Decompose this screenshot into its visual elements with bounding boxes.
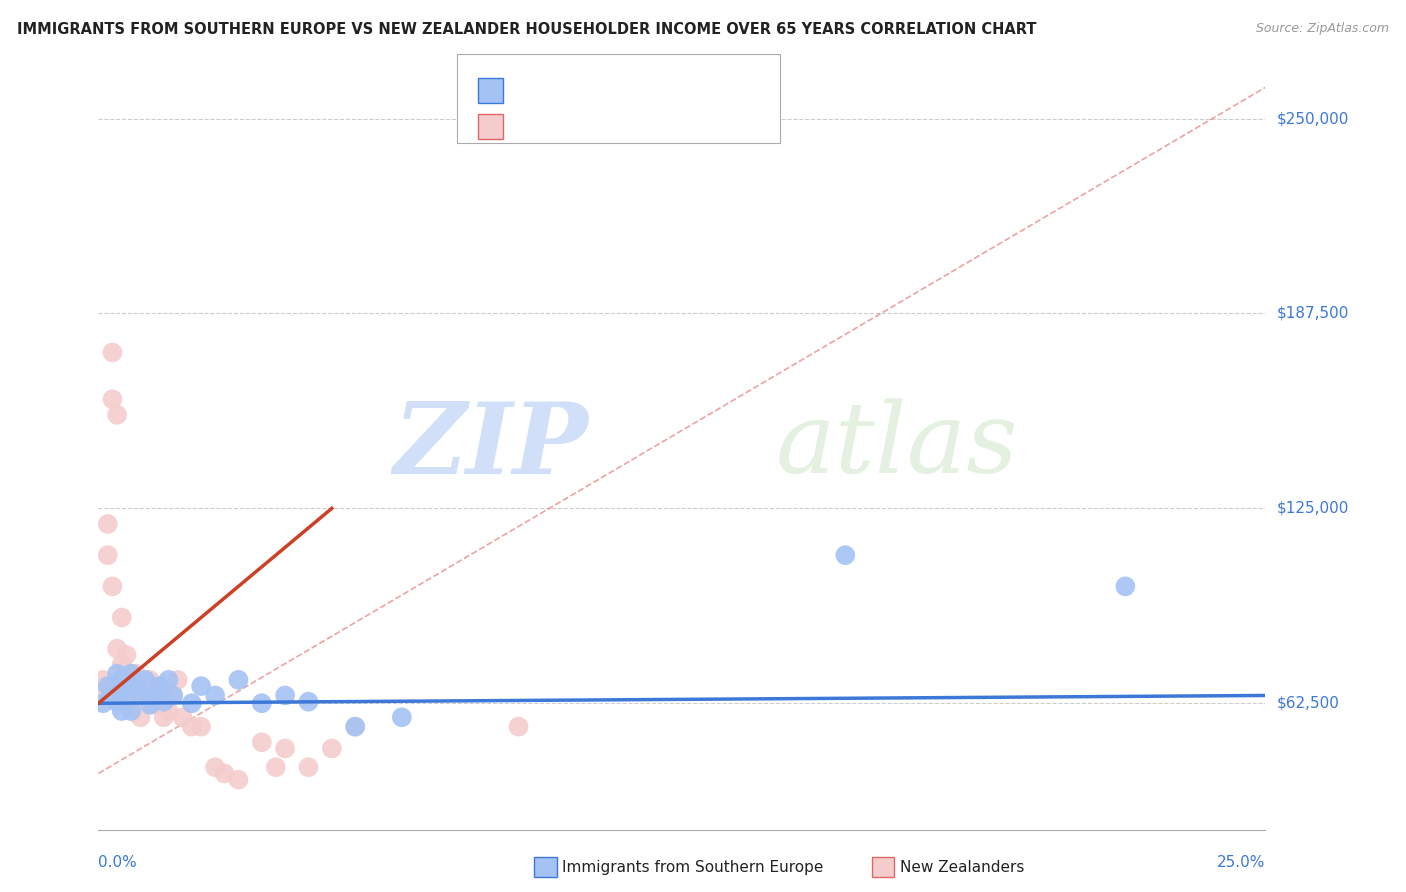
Text: R = 0.279   N= 40: R = 0.279 N= 40 <box>512 117 676 136</box>
Point <box>264 760 287 774</box>
Point <box>204 760 226 774</box>
Point <box>143 698 166 712</box>
Point <box>190 720 212 734</box>
Point <box>129 710 152 724</box>
Text: Source: ZipAtlas.com: Source: ZipAtlas.com <box>1256 22 1389 36</box>
Text: IMMIGRANTS FROM SOUTHERN EUROPE VS NEW ZEALANDER HOUSEHOLDER INCOME OVER 65 YEAR: IMMIGRANTS FROM SOUTHERN EUROPE VS NEW Z… <box>17 22 1036 37</box>
Point <box>91 696 114 710</box>
Point <box>111 673 134 687</box>
Point <box>139 698 162 712</box>
Text: $62,500: $62,500 <box>1277 696 1340 711</box>
Point <box>91 673 114 687</box>
Point <box>125 666 148 681</box>
Point <box>162 689 184 703</box>
Point <box>97 679 120 693</box>
Point <box>101 579 124 593</box>
Point <box>1114 579 1136 593</box>
Point <box>214 766 236 780</box>
Point <box>152 710 174 724</box>
Point <box>105 679 128 693</box>
Point <box>111 704 134 718</box>
Point <box>180 696 202 710</box>
Point <box>157 673 180 687</box>
Point <box>115 673 138 687</box>
Point <box>172 710 194 724</box>
Point <box>101 689 124 703</box>
Text: $187,500: $187,500 <box>1277 306 1348 321</box>
Text: $250,000: $250,000 <box>1277 112 1348 126</box>
Point <box>97 548 120 562</box>
Point <box>91 689 114 703</box>
Point <box>152 695 174 709</box>
Point <box>129 689 152 703</box>
Point <box>134 689 156 703</box>
Point <box>166 673 188 687</box>
Point <box>111 689 134 703</box>
Text: New Zealanders: New Zealanders <box>900 860 1024 874</box>
Point <box>139 673 162 687</box>
Point <box>344 720 367 734</box>
Point <box>274 741 297 756</box>
Point <box>111 610 134 624</box>
Point <box>297 760 319 774</box>
Point <box>391 710 413 724</box>
Point <box>115 648 138 662</box>
Point <box>157 704 180 718</box>
Point <box>105 666 128 681</box>
Point <box>115 689 138 703</box>
Point <box>297 695 319 709</box>
Point <box>228 772 250 787</box>
Text: atlas: atlas <box>775 399 1018 493</box>
Point <box>120 698 142 712</box>
Text: R = 0.033   N=  31: R = 0.033 N= 31 <box>512 81 682 99</box>
Point <box>250 696 273 710</box>
Point <box>190 679 212 693</box>
Text: $125,000: $125,000 <box>1277 501 1348 516</box>
Point <box>101 392 124 407</box>
Point <box>344 720 367 734</box>
Point <box>105 641 128 656</box>
Point <box>148 679 170 693</box>
Point <box>143 689 166 703</box>
Point <box>120 679 142 693</box>
Point <box>134 673 156 687</box>
Point <box>120 704 142 718</box>
Point <box>120 666 142 681</box>
Point <box>274 689 297 703</box>
Point <box>97 516 120 531</box>
Point <box>115 679 138 693</box>
Point <box>321 741 343 756</box>
Point <box>105 695 128 709</box>
Point <box>162 689 184 703</box>
Text: 0.0%: 0.0% <box>98 855 138 870</box>
Point <box>834 548 856 562</box>
Point <box>148 679 170 693</box>
Point <box>228 673 250 687</box>
Point <box>508 720 530 734</box>
Point <box>180 720 202 734</box>
Point <box>101 345 124 359</box>
Point <box>250 735 273 749</box>
Point <box>111 657 134 672</box>
Text: 25.0%: 25.0% <box>1218 855 1265 870</box>
Text: ZIP: ZIP <box>394 398 589 494</box>
Point <box>125 679 148 693</box>
Point <box>204 689 226 703</box>
Text: Immigrants from Southern Europe: Immigrants from Southern Europe <box>562 860 824 874</box>
Point <box>105 408 128 422</box>
